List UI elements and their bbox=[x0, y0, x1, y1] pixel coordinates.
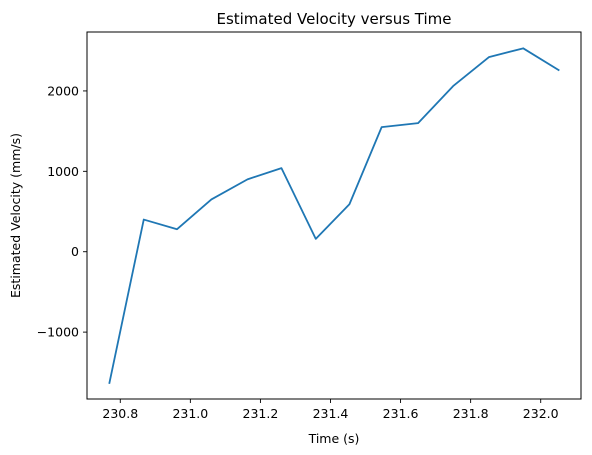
y-tick-label: 2000 bbox=[47, 83, 79, 98]
x-tick-label: 231.6 bbox=[383, 406, 419, 421]
chart-title: Estimated Velocity versus Time bbox=[216, 10, 451, 28]
x-tick-label: 231.0 bbox=[172, 406, 208, 421]
y-tick-label: 0 bbox=[71, 244, 79, 259]
y-axis-label: Estimated Velocity (mm/s) bbox=[8, 133, 23, 298]
x-tick-label: 231.2 bbox=[243, 406, 279, 421]
y-tick-label: 1000 bbox=[47, 164, 79, 179]
x-tick-label: 230.8 bbox=[102, 406, 138, 421]
x-axis-label: Time (s) bbox=[308, 431, 360, 446]
x-tick-label: 231.8 bbox=[453, 406, 489, 421]
x-tick-label: 232.0 bbox=[523, 406, 559, 421]
plot-frame bbox=[86, 31, 582, 400]
y-tick-label: −1000 bbox=[37, 325, 79, 340]
x-tick-label: 231.4 bbox=[313, 406, 349, 421]
series-line bbox=[108, 47, 560, 384]
